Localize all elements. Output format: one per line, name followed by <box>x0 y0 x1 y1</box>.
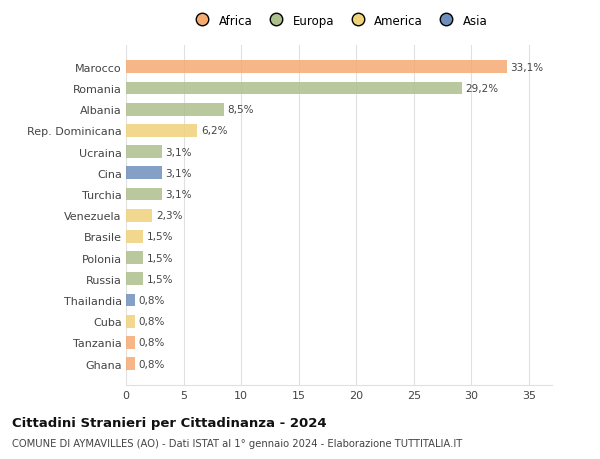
Text: 3,1%: 3,1% <box>165 190 191 200</box>
Bar <box>126 209 152 222</box>
Legend: Africa, Europa, America, Asia: Africa, Europa, America, Asia <box>187 11 491 31</box>
Text: 1,5%: 1,5% <box>147 274 173 284</box>
Bar <box>126 167 161 180</box>
Bar <box>126 104 224 116</box>
Text: 3,1%: 3,1% <box>165 147 191 157</box>
Text: 6,2%: 6,2% <box>201 126 227 136</box>
Bar <box>126 146 161 159</box>
Bar <box>126 188 161 201</box>
Text: 33,1%: 33,1% <box>511 63 544 73</box>
Text: 1,5%: 1,5% <box>147 232 173 242</box>
Text: 2,3%: 2,3% <box>156 211 182 221</box>
Bar <box>126 273 143 285</box>
Text: COMUNE DI AYMAVILLES (AO) - Dati ISTAT al 1° gennaio 2024 - Elaborazione TUTTITA: COMUNE DI AYMAVILLES (AO) - Dati ISTAT a… <box>12 438 462 448</box>
Bar <box>126 358 135 370</box>
Bar <box>126 294 135 307</box>
Text: 29,2%: 29,2% <box>466 84 499 94</box>
Text: 8,5%: 8,5% <box>227 105 254 115</box>
Bar <box>126 83 462 95</box>
Text: 0,8%: 0,8% <box>139 359 165 369</box>
Text: 3,1%: 3,1% <box>165 168 191 179</box>
Bar <box>126 230 143 243</box>
Bar <box>126 62 507 74</box>
Text: Cittadini Stranieri per Cittadinanza - 2024: Cittadini Stranieri per Cittadinanza - 2… <box>12 416 326 429</box>
Bar <box>126 252 143 264</box>
Text: 0,8%: 0,8% <box>139 338 165 347</box>
Text: 0,8%: 0,8% <box>139 295 165 305</box>
Bar <box>126 315 135 328</box>
Text: 1,5%: 1,5% <box>147 253 173 263</box>
Bar <box>126 125 197 138</box>
Text: 0,8%: 0,8% <box>139 317 165 326</box>
Bar <box>126 336 135 349</box>
